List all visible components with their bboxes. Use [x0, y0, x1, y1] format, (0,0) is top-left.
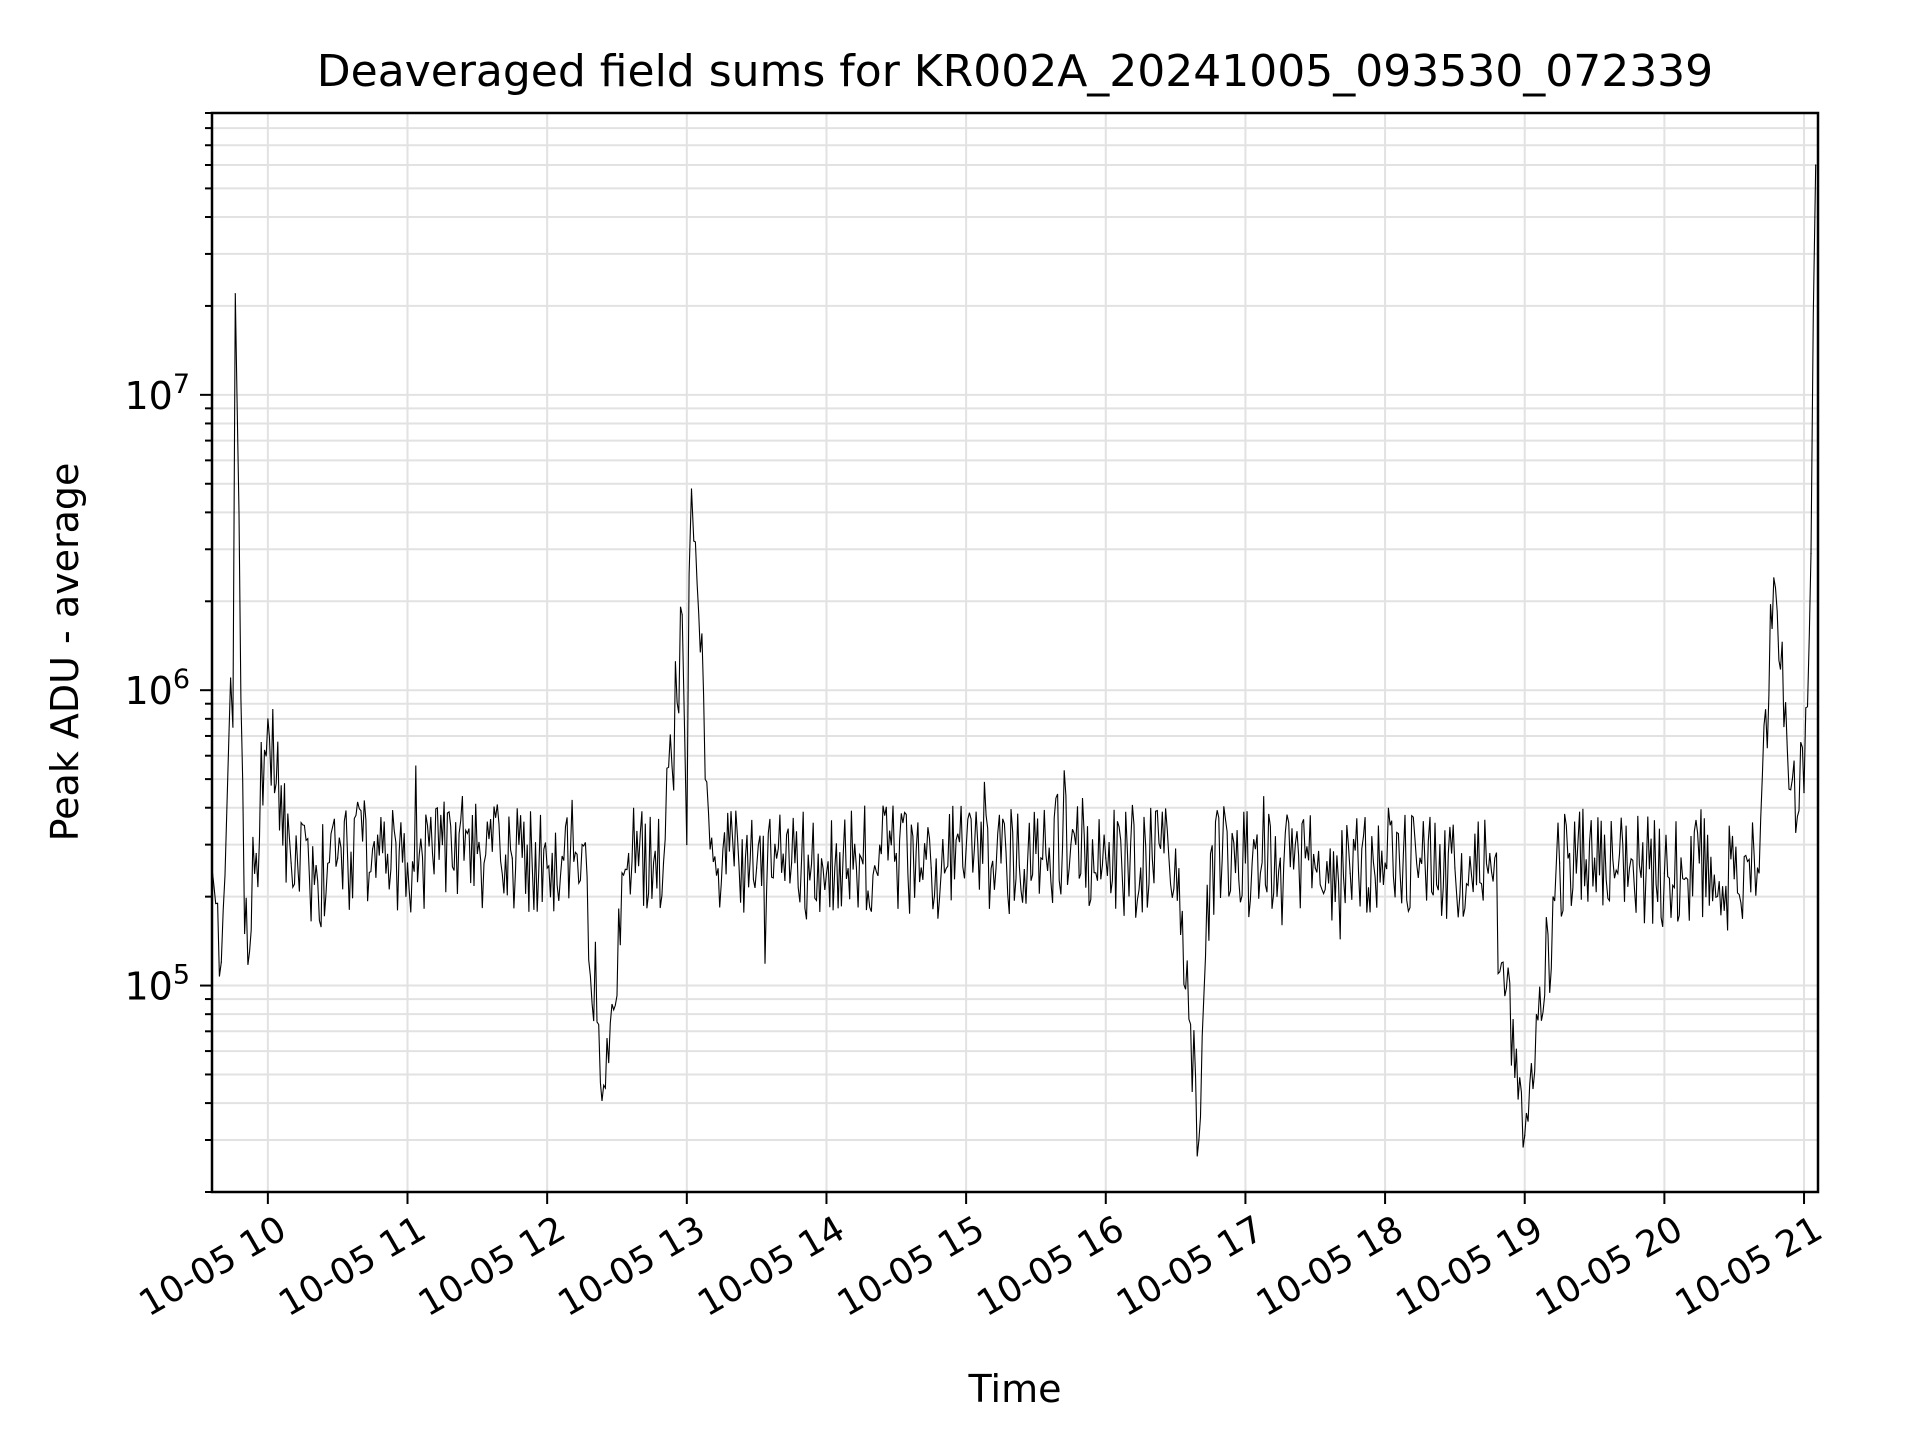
- data-point: [1244, 862, 1247, 864]
- data-point: [313, 883, 316, 886]
- data-point: [709, 848, 711, 850]
- data-point: [1070, 844, 1072, 846]
- data-point: [1698, 862, 1700, 864]
- data-point: [1198, 1139, 1200, 1141]
- data-point: [604, 1087, 606, 1089]
- data-point: [1663, 872, 1665, 874]
- data-point: [337, 857, 339, 859]
- data-point: [1815, 164, 1817, 166]
- plot-frame: [210, 111, 1820, 1194]
- data-point: [1803, 792, 1805, 794]
- y-tick-label-exponent: 5: [173, 960, 190, 991]
- data-point: [1209, 852, 1212, 855]
- data-point: [1773, 577, 1775, 579]
- data-point: [255, 852, 257, 855]
- data-point: [234, 293, 236, 295]
- data-point: [1349, 872, 1351, 874]
- data-point: [756, 867, 758, 869]
- y-tick-label-base: 10: [124, 669, 172, 713]
- data-point: [1524, 1135, 1526, 1137]
- data-point: [476, 852, 478, 855]
- data-point: [690, 488, 693, 490]
- data-point: [825, 872, 828, 874]
- data-point: [243, 932, 246, 935]
- data-point: [1628, 867, 1631, 869]
- data-point: [441, 844, 444, 846]
- data-point: [693, 540, 695, 542]
- data-point: [290, 862, 292, 864]
- data-point: [965, 848, 967, 850]
- y-tick-label: 106: [124, 664, 190, 713]
- data-point: [860, 857, 862, 859]
- data-point: [406, 862, 409, 864]
- data-point: [372, 848, 374, 850]
- data-point: [1593, 857, 1596, 859]
- data-point: [1756, 867, 1759, 869]
- data-point: [1454, 867, 1456, 869]
- y-tick-label-base: 10: [124, 965, 172, 1009]
- data-point: [1140, 867, 1142, 869]
- series-layer: [211, 164, 1817, 1157]
- data-point: [267, 718, 269, 720]
- y-tick-label: 107: [124, 369, 190, 418]
- data-point: [581, 844, 583, 846]
- data-point: [930, 867, 932, 869]
- data-point: [1279, 857, 1281, 859]
- data-point: [1791, 778, 1793, 780]
- data-point: [1314, 867, 1316, 869]
- series-line: [211, 164, 1817, 1157]
- data-point: [790, 862, 793, 864]
- y-tick-label: 105: [124, 960, 190, 1009]
- data-point: [1000, 862, 1002, 864]
- data-point: [1733, 878, 1735, 880]
- y-tick-label-base: 10: [124, 374, 172, 418]
- data-point: [681, 614, 683, 616]
- data-point: [546, 867, 548, 869]
- data-point: [628, 852, 630, 855]
- y-axis-label: Peak ADU - average: [43, 463, 87, 842]
- data-point: [511, 857, 513, 859]
- data-point: [1105, 857, 1107, 859]
- data-point: [1810, 553, 1812, 555]
- data-point: [895, 852, 897, 855]
- data-point: [1559, 862, 1561, 864]
- data-point: [1175, 848, 1177, 850]
- data-point: [686, 844, 688, 846]
- data-point: [1384, 862, 1386, 864]
- data-point: [1419, 857, 1421, 859]
- y-tick-label-exponent: 7: [173, 369, 190, 400]
- data-point: [1489, 852, 1491, 855]
- data-point: [1035, 852, 1037, 855]
- data-point: [220, 961, 222, 963]
- data-point: [662, 862, 665, 864]
- x-axis-label: Time: [968, 1367, 1062, 1411]
- y-tick-label-exponent: 6: [173, 664, 190, 695]
- data-point: [230, 677, 232, 679]
- chart-title: Deaveraged field sums for KR002A_2024100…: [317, 46, 1713, 97]
- data-point: [232, 726, 234, 728]
